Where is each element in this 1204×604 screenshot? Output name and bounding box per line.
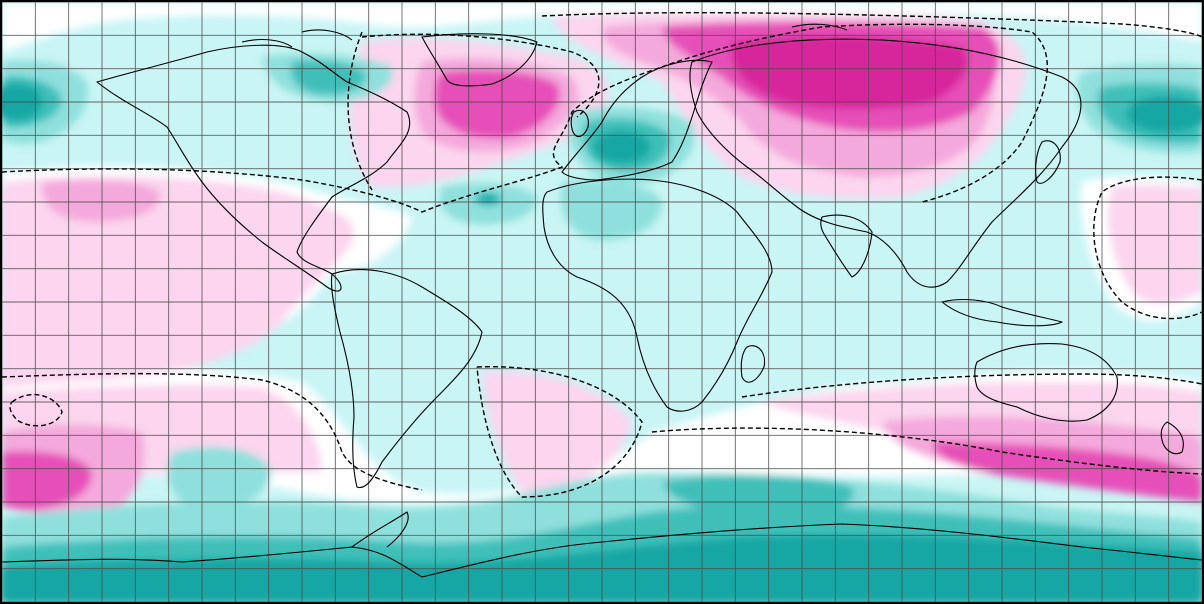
zero-contour-atlantic-north (361, 33, 600, 118)
slight-positive-east-pacific (1108, 184, 1202, 304)
moderate-negative-southern-indian (662, 475, 854, 517)
strong-negative-europe-core (594, 131, 650, 163)
coast-japan (1035, 140, 1061, 184)
weak-positive-north-pacific (42, 179, 161, 222)
slight-positive-pacific (2, 176, 354, 387)
coast-new-zealand (1160, 421, 1184, 455)
weak-negative-south-pacific (167, 447, 272, 509)
coast-australia (974, 343, 1118, 422)
zero-contour (2, 11, 1202, 498)
strong-negative-okhotsk-core (1127, 96, 1202, 132)
coast-arctic-islands (241, 23, 848, 48)
zero-contour-southern-ocean (651, 427, 1202, 475)
zero-contour-indian (741, 373, 1202, 398)
coast-asia (689, 38, 1082, 288)
coast-south-america (330, 269, 483, 489)
moderate-positive-north-atlantic (434, 69, 560, 139)
coast-north-america (96, 44, 411, 292)
coast-madagascar (740, 345, 766, 383)
coast-antarctica (2, 523, 1202, 578)
zero-contour-north (2, 23, 1048, 213)
zero-contour-pacific-loop (9, 393, 63, 427)
strong-positive-siberia-core (731, 35, 968, 109)
coast-uk (570, 109, 589, 138)
coast-antarctic-peninsula (351, 511, 409, 548)
zero-contour-north-atlantic-west (347, 31, 373, 191)
coast-india (820, 214, 873, 278)
zero-contour-arctic (541, 11, 1202, 38)
coastlines (2, 23, 1202, 578)
strong-negative-atlantic-core (476, 194, 500, 204)
moderate-positive-south-pacific (2, 451, 92, 510)
weak-negative-sahara (560, 180, 662, 241)
coast-africa (542, 178, 773, 412)
moderate-positive-southern-ocean-east (932, 442, 1202, 502)
zero-contour-south-atlantic (476, 365, 643, 498)
coast-greenland (421, 33, 538, 87)
slight-positive-south-atlantic (482, 371, 632, 492)
coast-indonesia (941, 298, 1063, 327)
zero-contour-west-pacific (1093, 176, 1202, 320)
coast-europe (561, 59, 713, 181)
